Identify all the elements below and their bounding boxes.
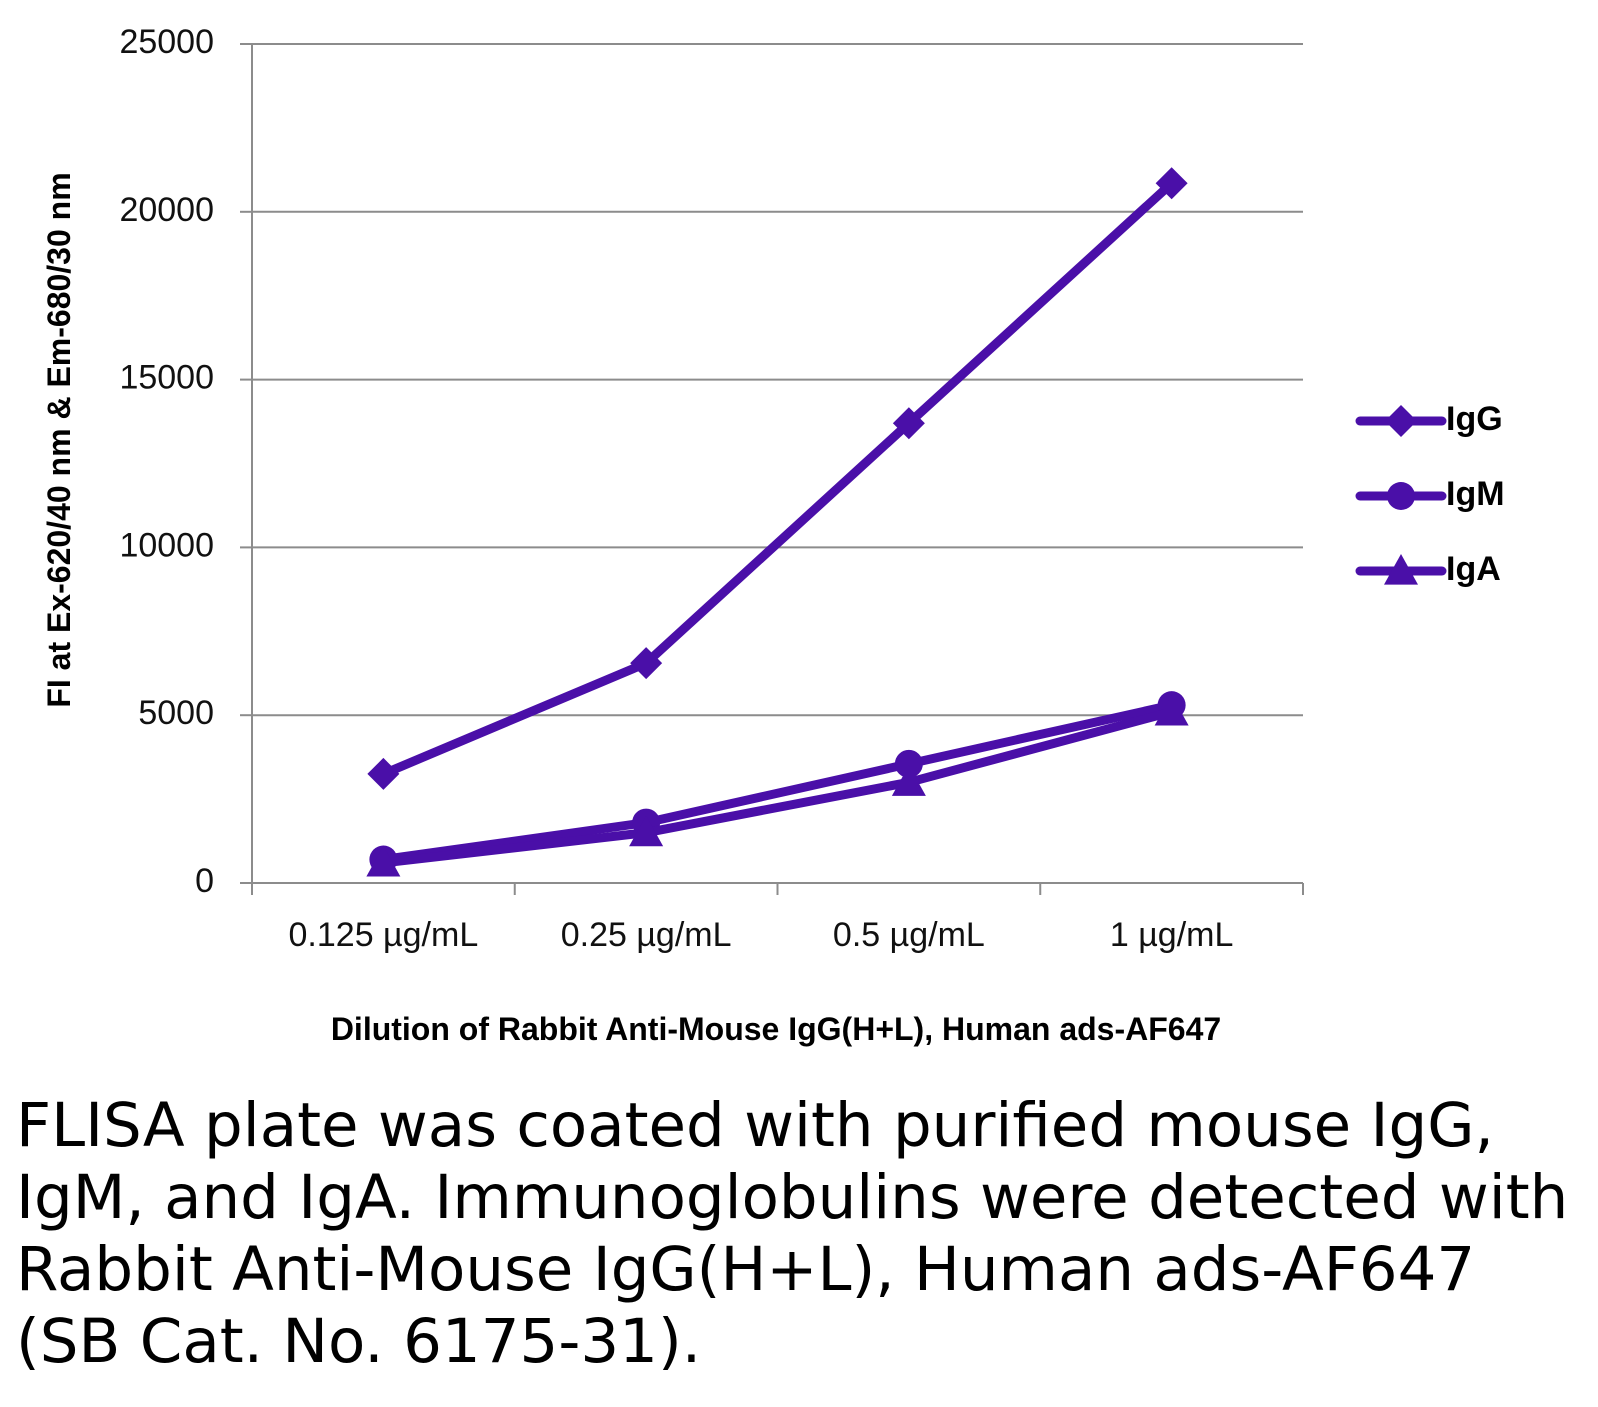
data-point bbox=[629, 815, 664, 847]
x-tick-label: 0.25 µg/mL bbox=[561, 916, 732, 954]
y-tick-label: 0 bbox=[195, 862, 214, 900]
data-point bbox=[1154, 694, 1189, 726]
data-point bbox=[892, 407, 925, 440]
x-tick-label: 0.125 µg/mL bbox=[289, 916, 479, 954]
data-point bbox=[1155, 167, 1188, 200]
y-tick-label: 25000 bbox=[119, 23, 214, 61]
series-lines bbox=[366, 167, 1189, 877]
y-tick-labels: 0 5000 10000 15000 20000 25000 bbox=[119, 23, 214, 900]
figure-caption: FLISA plate was coated with purified mou… bbox=[16, 1090, 1569, 1377]
y-axis-title: FI at Ex-620/40 nm & Em-680/30 nm bbox=[41, 172, 77, 707]
legend: IgG IgM IgA bbox=[1355, 400, 1505, 588]
legend-marker bbox=[1384, 554, 1418, 585]
data-point bbox=[894, 749, 923, 778]
series-iga bbox=[366, 694, 1189, 877]
data-point bbox=[366, 845, 401, 877]
y-tick-label: 10000 bbox=[119, 526, 214, 564]
legend-marker bbox=[1385, 405, 1417, 437]
line-chart: 0 5000 10000 15000 20000 25000 0.125 µg/mL 0.2… bbox=[41, 23, 1505, 1047]
legend-item-iga: IgA bbox=[1355, 550, 1501, 588]
data-point bbox=[630, 647, 663, 680]
legend-label: IgG bbox=[1446, 400, 1503, 438]
legend-label: IgM bbox=[1446, 475, 1505, 513]
x-axis-title: Dilution of Rabbit Anti-Mouse IgG(H+L), … bbox=[331, 1011, 1221, 1047]
series-line bbox=[378, 700, 1177, 865]
x-tick-label: 0.5 µg/mL bbox=[833, 916, 985, 954]
series-igg bbox=[367, 167, 1188, 790]
series-line bbox=[378, 178, 1177, 779]
series-line bbox=[378, 707, 1177, 868]
legend-label: IgA bbox=[1446, 550, 1501, 588]
x-tick-label: 1 µg/mL bbox=[1110, 916, 1234, 954]
x-tick-labels: 0.125 µg/mL 0.25 µg/mL 0.5 µg/mL 1 µg/mL bbox=[289, 916, 1234, 954]
legend-item-igg: IgG bbox=[1355, 400, 1503, 438]
legend-marker bbox=[1387, 482, 1415, 510]
legend-item-igm: IgM bbox=[1355, 475, 1505, 513]
axes bbox=[240, 43, 1304, 895]
gridlines bbox=[252, 43, 1303, 717]
data-point bbox=[891, 765, 926, 796]
y-tick-label: 5000 bbox=[138, 694, 214, 732]
y-tick-label: 20000 bbox=[119, 191, 214, 229]
data-point bbox=[367, 757, 400, 790]
y-tick-label: 15000 bbox=[119, 359, 214, 397]
